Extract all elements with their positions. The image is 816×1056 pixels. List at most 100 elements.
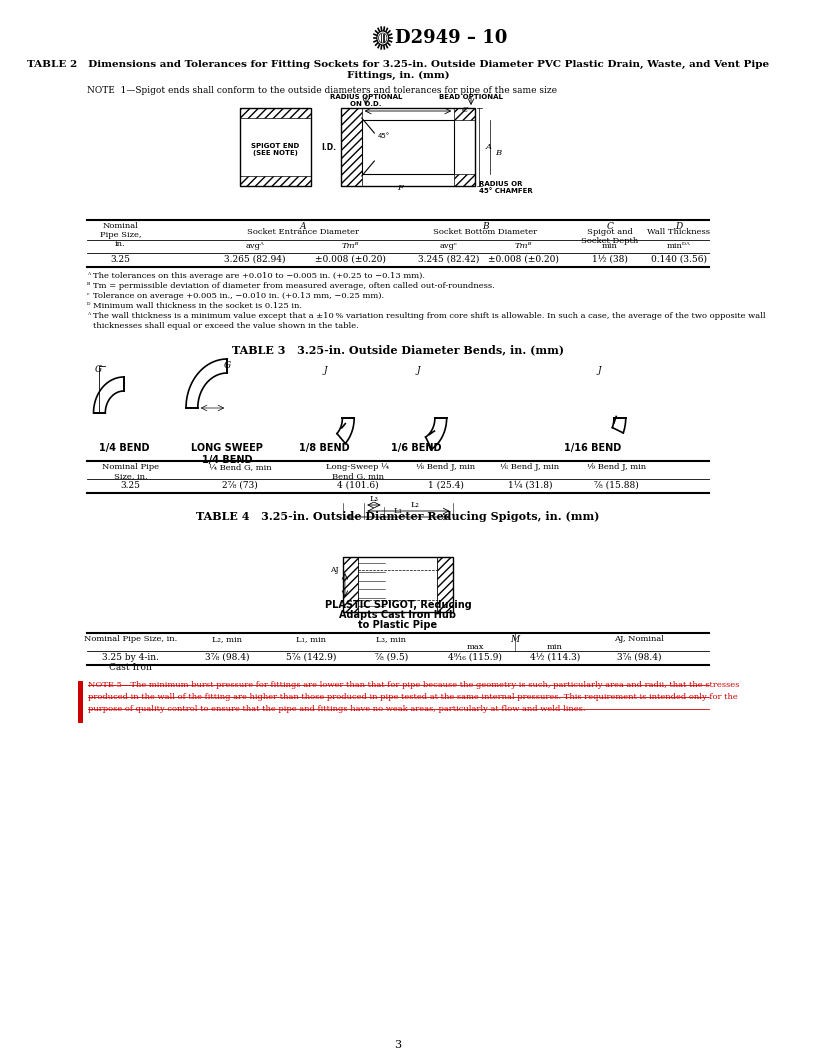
- Text: ᴮ: ᴮ: [86, 282, 90, 290]
- Text: Nominal
Pipe Size,
in.: Nominal Pipe Size, in.: [100, 222, 141, 248]
- Text: L₁: L₁: [393, 507, 402, 515]
- Text: Tm = permissible deviation of diameter from measured average, often called out-o: Tm = permissible deviation of diameter f…: [93, 282, 494, 290]
- Text: L₂: L₂: [410, 501, 419, 509]
- Bar: [361, 120, 455, 174]
- Text: min: min: [602, 242, 618, 250]
- Text: The wall thickness is a minimum value except that a ±10 % variation resulting fr: The wall thickness is a minimum value ex…: [93, 312, 765, 320]
- Bar: [344, 557, 358, 612]
- Text: 3.245 (82.42): 3.245 (82.42): [418, 254, 479, 264]
- Text: M: M: [510, 635, 519, 644]
- Text: avgᶜ: avgᶜ: [439, 242, 457, 250]
- Text: 3: 3: [394, 1040, 401, 1050]
- Text: G: G: [95, 365, 102, 375]
- Text: TABLE 3   3.25-in. Outside Diameter Bends, in. (mm): TABLE 3 3.25-in. Outside Diameter Bends,…: [232, 344, 564, 355]
- Text: ±0.008 (±0.20): ±0.008 (±0.20): [488, 254, 559, 264]
- Text: J: J: [416, 366, 420, 375]
- Text: ᶜ: ᶜ: [86, 293, 89, 300]
- Text: Adapts Cast Iron Hub: Adapts Cast Iron Hub: [339, 610, 456, 620]
- Text: ⅛ Bend J, min: ⅛ Bend J, min: [416, 463, 476, 471]
- Text: 3⅞ (98.4): 3⅞ (98.4): [617, 653, 662, 662]
- Text: C: C: [462, 106, 468, 114]
- Text: RADIUS OPTIONAL
ON O.D.: RADIUS OPTIONAL ON O.D.: [330, 94, 402, 107]
- Text: SPIGOT END
(SEE NOTE): SPIGOT END (SEE NOTE): [251, 143, 299, 156]
- Text: BEAD OPTIONAL: BEAD OPTIONAL: [439, 94, 503, 100]
- Text: 3.25: 3.25: [121, 480, 140, 490]
- Text: ±0.008 (±0.20): ±0.008 (±0.20): [315, 254, 386, 264]
- Text: TABLE 2   Dimensions and Tolerances for Fitting Sockets for 3.25-in. Outside Dia: TABLE 2 Dimensions and Tolerances for Fi…: [27, 60, 769, 69]
- Text: PLASTIC SPIGOT, Reducing: PLASTIC SPIGOT, Reducing: [325, 600, 472, 610]
- Text: purpose of quality control to ensure that the pipe and fittings have no weak are: purpose of quality control to ensure tha…: [88, 705, 586, 713]
- Text: ᴬ: ᴬ: [86, 312, 90, 320]
- Bar: [455, 108, 475, 120]
- Text: 3.25 by 4-in.
Cast Iron: 3.25 by 4-in. Cast Iron: [102, 653, 159, 673]
- Text: Wall Thickness: Wall Thickness: [647, 228, 710, 235]
- Text: A: A: [486, 143, 491, 151]
- Text: TABLE 4   3.25-in. Outside Diameter Reducing Spigots, in. (mm): TABLE 4 3.25-in. Outside Diameter Reduci…: [196, 511, 600, 522]
- Text: Fittings, in. (mm): Fittings, in. (mm): [347, 71, 449, 80]
- Text: Tmᴮ: Tmᴮ: [342, 242, 360, 250]
- Text: ᴬ: ᴬ: [86, 272, 90, 280]
- Circle shape: [379, 33, 387, 43]
- Text: G: G: [224, 361, 231, 370]
- Text: 4⁹⁄₁₆ (115.9): 4⁹⁄₁₆ (115.9): [448, 653, 502, 662]
- Text: 1¼ (31.8): 1¼ (31.8): [508, 480, 552, 490]
- Text: 1/8 BEND: 1/8 BEND: [299, 444, 349, 453]
- Text: J: J: [597, 366, 601, 375]
- Text: B: B: [495, 149, 502, 157]
- Bar: [240, 108, 311, 186]
- Text: 0.140 (3.56): 0.140 (3.56): [650, 254, 707, 264]
- Text: avgᴬ: avgᴬ: [246, 242, 264, 250]
- Text: 3⅞ (98.4): 3⅞ (98.4): [205, 653, 250, 662]
- Text: AJ, Nominal: AJ, Nominal: [614, 635, 664, 643]
- Text: ⅞ (15.88): ⅞ (15.88): [594, 480, 639, 490]
- Text: F: F: [397, 184, 402, 192]
- Text: L₃, min: L₃, min: [376, 635, 406, 643]
- Text: 1/6 BEND: 1/6 BEND: [391, 444, 441, 453]
- Text: AJ: AJ: [330, 566, 339, 574]
- Text: RADIUS OR
45° CHAMFER: RADIUS OR 45° CHAMFER: [480, 181, 533, 194]
- Circle shape: [377, 31, 388, 45]
- Text: ⅙ Bend J, min: ⅙ Bend J, min: [500, 463, 560, 471]
- Text: ⅑ Bend J, min: ⅑ Bend J, min: [587, 463, 646, 471]
- Text: B: B: [482, 222, 489, 231]
- Bar: [437, 557, 453, 612]
- Text: Socket Bottom Diameter: Socket Bottom Diameter: [433, 228, 538, 235]
- Bar: [344, 557, 453, 612]
- Bar: [341, 108, 475, 186]
- Text: NOTE 5—The minimum burst pressure for fittings are lower than that for pipe beca: NOTE 5—The minimum burst pressure for fi…: [88, 681, 740, 689]
- Text: 45°: 45°: [378, 133, 390, 139]
- Text: Socket Entrance Diameter: Socket Entrance Diameter: [247, 228, 359, 235]
- Bar: [341, 108, 361, 186]
- Text: Minimum wall thickness in the socket is 0.125 in.: Minimum wall thickness in the socket is …: [93, 302, 302, 310]
- Text: max: max: [467, 643, 484, 650]
- Text: 5⅞ (142.9): 5⅞ (142.9): [286, 653, 336, 662]
- Text: L₃: L₃: [369, 495, 378, 503]
- Text: Nominal Pipe Size, in.: Nominal Pipe Size, in.: [84, 635, 177, 643]
- Text: thicknesses shall equal or exceed the value shown in the table.: thicknesses shall equal or exceed the va…: [93, 322, 358, 329]
- Text: 1 (25.4): 1 (25.4): [428, 480, 463, 490]
- Text: min: min: [548, 643, 563, 650]
- Text: 1/4 BEND: 1/4 BEND: [99, 444, 149, 453]
- Text: NOTE  1—Spigot ends shall conform to the outside diameters and tolerances for pi: NOTE 1—Spigot ends shall conform to the …: [86, 86, 557, 95]
- Text: 2⅞ (73): 2⅞ (73): [222, 480, 258, 490]
- Text: A: A: [299, 222, 306, 231]
- Text: D: D: [675, 222, 682, 231]
- Text: 3.25: 3.25: [110, 254, 131, 264]
- Text: J: J: [324, 366, 327, 375]
- Text: ⅞ (9.5): ⅞ (9.5): [375, 653, 408, 662]
- Bar: [78, 681, 82, 723]
- Bar: [455, 174, 475, 186]
- Text: Spigot and
Socket Depth: Spigot and Socket Depth: [581, 228, 638, 245]
- Text: minᴰᴬ: minᴰᴬ: [667, 242, 690, 250]
- Text: The tolerances on this average are +0.010 to −0.005 in. (+0.25 to −0.13 mm).: The tolerances on this average are +0.01…: [93, 272, 424, 280]
- Text: Tolerance on average +0.005 in., −0.010 in. (+0.13 mm, −0.25 mm).: Tolerance on average +0.005 in., −0.010 …: [93, 293, 384, 300]
- Text: 4 (101.6): 4 (101.6): [337, 480, 379, 490]
- Text: I.D.: I.D.: [322, 144, 336, 152]
- Text: LONG SWEEP
1/4 BEND: LONG SWEEP 1/4 BEND: [191, 444, 263, 465]
- Text: 4½ (114.3): 4½ (114.3): [530, 653, 580, 662]
- Text: L₁, min: L₁, min: [296, 635, 326, 643]
- Text: produced in the wall of the fitting are higher than those produced in pipe teste: produced in the wall of the fitting are …: [88, 693, 738, 701]
- Text: Nominal Pipe
Size, in.: Nominal Pipe Size, in.: [102, 463, 159, 480]
- Text: ᴰ: ᴰ: [86, 302, 91, 310]
- Text: 1/16 BEND: 1/16 BEND: [565, 444, 622, 453]
